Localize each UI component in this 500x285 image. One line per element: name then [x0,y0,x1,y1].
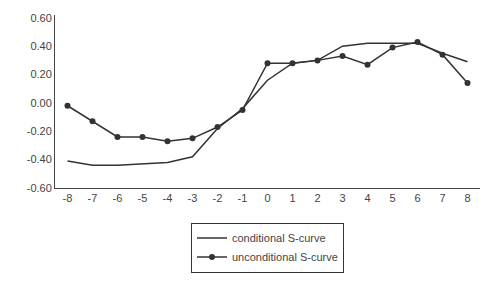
svg-text:0.40: 0.40 [30,40,51,52]
svg-text:2: 2 [314,192,320,204]
svg-text:-4: -4 [163,192,173,204]
svg-text:-5: -5 [138,192,148,204]
svg-text:-6: -6 [113,192,123,204]
svg-text:-0.40: -0.40 [27,153,52,165]
svg-text:6: 6 [414,192,420,204]
svg-text:1: 1 [289,192,295,204]
svg-text:0.60: 0.60 [30,12,51,24]
svg-text:unconditional S-curve: unconditional S-curve [232,251,338,263]
svg-text:-1: -1 [238,192,248,204]
svg-text:-0.20: -0.20 [27,125,52,137]
svg-text:0.00: 0.00 [30,97,51,109]
svg-text:4: 4 [364,192,370,204]
svg-text:-7: -7 [88,192,98,204]
svg-text:7: 7 [439,192,445,204]
svg-text:-8: -8 [63,192,73,204]
svg-text:-0.60: -0.60 [27,182,52,194]
svg-text:-3: -3 [188,192,198,204]
svg-text:0.20: 0.20 [30,68,51,80]
svg-text:0: 0 [264,192,270,204]
svg-text:5: 5 [389,192,395,204]
svg-text:-2: -2 [213,192,223,204]
svg-text:3: 3 [339,192,345,204]
svg-text:8: 8 [464,192,470,204]
svg-text:conditional S-curve: conditional S-curve [232,232,326,244]
